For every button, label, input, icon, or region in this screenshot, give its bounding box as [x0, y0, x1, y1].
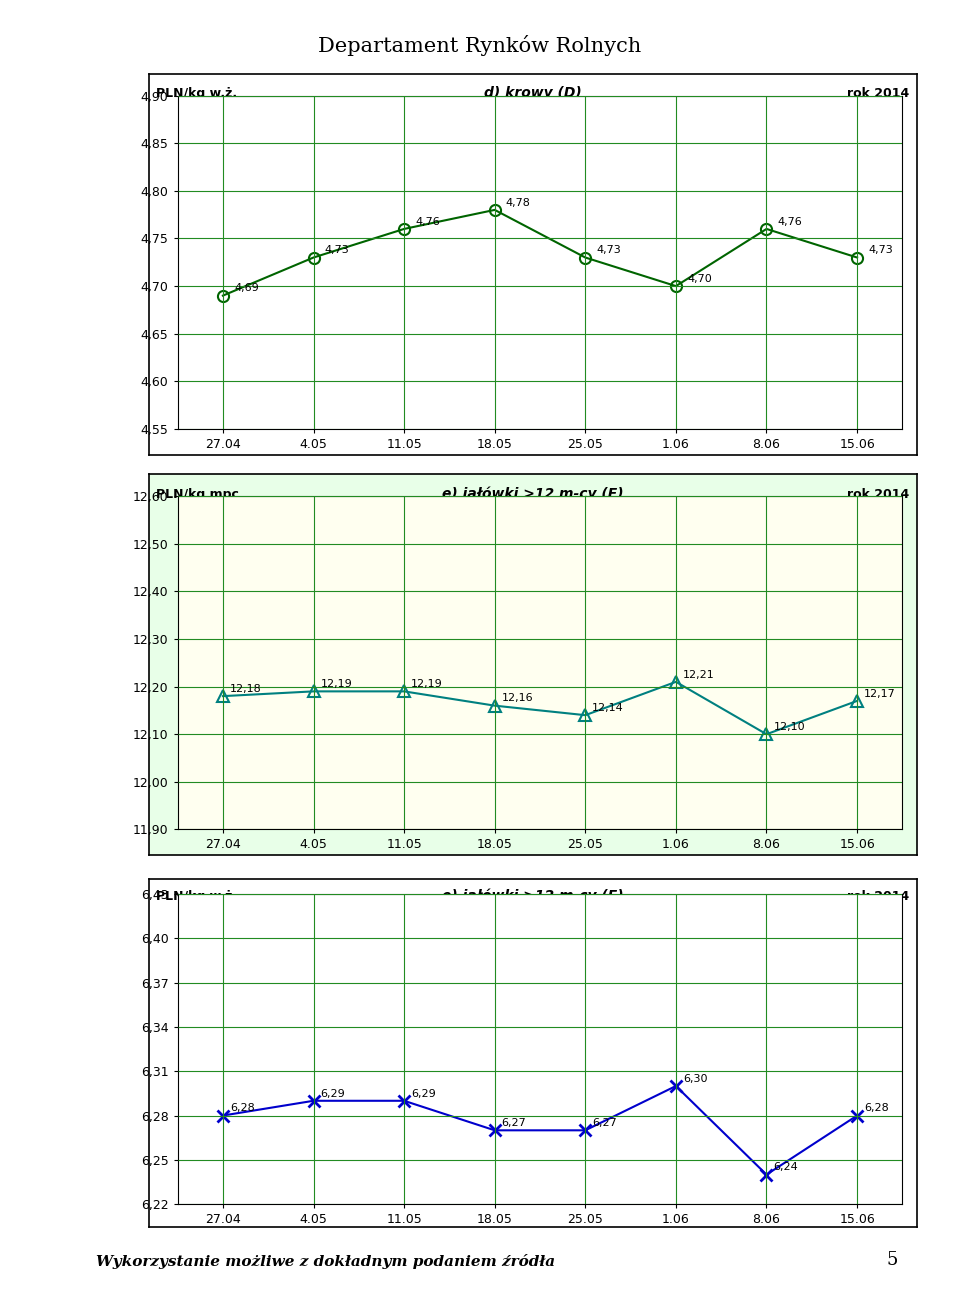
Text: 5: 5: [886, 1251, 898, 1269]
Text: 6,28: 6,28: [229, 1103, 254, 1114]
Text: 12,17: 12,17: [864, 689, 896, 699]
Text: 4,73: 4,73: [596, 245, 621, 256]
Text: rok 2014: rok 2014: [847, 890, 909, 903]
Text: 6,30: 6,30: [683, 1074, 708, 1084]
Text: 6,29: 6,29: [321, 1089, 346, 1098]
Text: PLN/kg mpc: PLN/kg mpc: [156, 488, 239, 501]
Text: 12,18: 12,18: [229, 683, 261, 694]
Text: 6,27: 6,27: [502, 1118, 526, 1128]
Text: 12,14: 12,14: [592, 703, 624, 713]
Text: 4,70: 4,70: [687, 274, 711, 284]
Text: 6,24: 6,24: [774, 1163, 798, 1172]
Text: 12,19: 12,19: [321, 680, 352, 689]
Text: Departament Rynków Rolnych: Departament Rynków Rolnych: [319, 35, 641, 56]
Text: 12,19: 12,19: [411, 680, 443, 689]
Text: rok 2014: rok 2014: [847, 88, 909, 101]
Text: 4,73: 4,73: [324, 245, 349, 256]
Text: 4,78: 4,78: [506, 198, 531, 208]
Text: 6,27: 6,27: [592, 1118, 617, 1128]
Text: 6,28: 6,28: [864, 1103, 889, 1114]
Text: 12,10: 12,10: [774, 722, 805, 733]
Text: 4,73: 4,73: [868, 245, 893, 256]
Text: PLN/kg w.ż.: PLN/kg w.ż.: [156, 890, 238, 903]
Text: PLN/kg w.ż.: PLN/kg w.ż.: [156, 88, 238, 101]
Text: e) jałówki >12 m-cy (E): e) jałówki >12 m-cy (E): [442, 486, 624, 501]
Text: 12,21: 12,21: [683, 669, 714, 680]
Text: 4,69: 4,69: [234, 283, 259, 293]
Text: e) jałówki >12 m-cy (E): e) jałówki >12 m-cy (E): [442, 889, 624, 903]
Text: 4,76: 4,76: [416, 217, 440, 227]
Text: 6,29: 6,29: [411, 1089, 436, 1098]
Text: d) krowy (D): d) krowy (D): [484, 87, 582, 101]
Text: 4,76: 4,76: [778, 217, 803, 227]
Text: 12,16: 12,16: [502, 694, 533, 703]
Text: Wykorzystanie możliwe z dokładnym podaniem źródła: Wykorzystanie możliwe z dokładnym podani…: [96, 1253, 555, 1269]
Text: rok 2014: rok 2014: [847, 488, 909, 501]
